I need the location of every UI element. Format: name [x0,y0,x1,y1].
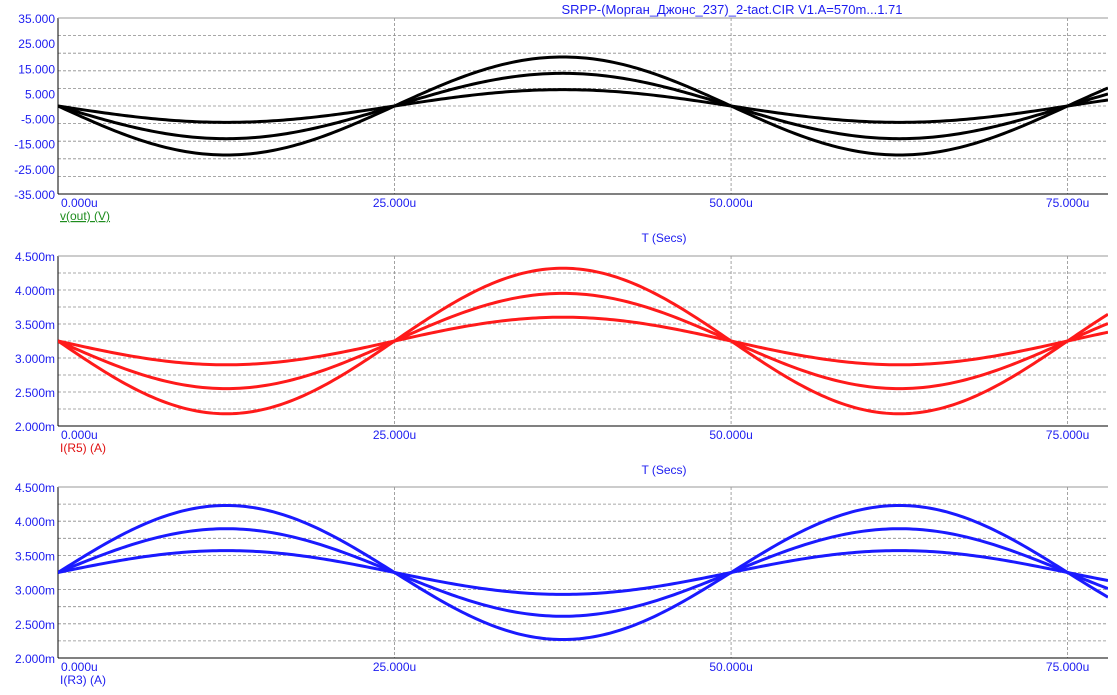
series-line-ir3-3 [58,549,1108,596]
y-tick-label: 2.000m [15,652,55,666]
series-line-ir5-1 [58,266,1108,416]
series-line-ir5-2 [58,291,1108,391]
x-axis-title: T (Secs) [641,231,686,245]
chart-panel-ir5: 4.500m 4.000m 3.500m 3.000m 2.500m 2.000m 0.00… [15,250,1108,477]
x-tick-label: 50.000u [709,196,752,210]
series-line-ir3-2 [58,527,1108,618]
window-title: SRPP-(Морган_Джонс_237)_2-tact.CIR V1.A=… [561,2,902,17]
y-tick-label: 4.000m [15,515,55,529]
x-tick-label: 75.000u [1046,428,1089,442]
y-tick-label: -5.000 [21,113,55,127]
y-tick-label: 5.000 [25,87,55,101]
y-tick-label: -25.000 [14,163,55,177]
y-tick-label: 2.500m [15,386,55,400]
chart-panel-vout: 35.000 25.000 15.000 5.000 -5.000 -15.000 -25.… [14,12,1108,245]
series-line-ir5-3 [58,315,1108,367]
series-line-vout-2 [58,71,1108,141]
y-tick-label: 3.500m [15,549,55,563]
y-tick-label: 2.000m [15,420,55,434]
x-tick-label: 50.000u [709,660,752,674]
chart-panel-ir3: 4.500m 4.000m 3.500m 3.000m 2.500m 2.000m 0.00… [15,481,1108,687]
x-tick-label: 0.000u [61,660,98,674]
x-tick-label: 25.000u [373,196,416,210]
x-tick-label: 75.000u [1046,660,1089,674]
y-tick-label: 25.000 [18,37,55,51]
trace-label[interactable]: I(R5) (A) [60,441,106,455]
series-line-vout-1 [58,55,1108,157]
y-tick-label: 4.000m [15,284,55,298]
x-tick-label: 25.000u [373,660,416,674]
y-tick-label: 3.500m [15,318,55,332]
y-tick-label: -15.000 [14,138,55,152]
x-tick-label: 0.000u [61,428,98,442]
y-tick-label: 3.000m [15,584,55,598]
trace-label[interactable]: v(out) (V) [60,209,110,223]
x-tick-label: 50.000u [709,428,752,442]
x-tick-label: 25.000u [373,428,416,442]
x-tick-label: 0.000u [61,196,98,210]
y-tick-label: 4.500m [15,250,55,264]
x-tick-label: 75.000u [1046,196,1089,210]
y-tick-label: 3.000m [15,352,55,366]
series-line-vout-3 [58,88,1108,124]
series-line-ir3-1 [58,503,1108,642]
y-tick-label: 2.500m [15,618,55,632]
y-tick-label: -35.000 [14,188,55,202]
y-tick-label: 35.000 [18,12,55,26]
trace-label[interactable]: I(R3) (A) [60,673,106,687]
y-tick-label: 4.500m [15,481,55,495]
x-axis-title: T (Secs) [641,463,686,477]
y-tick-label: 15.000 [18,62,55,76]
